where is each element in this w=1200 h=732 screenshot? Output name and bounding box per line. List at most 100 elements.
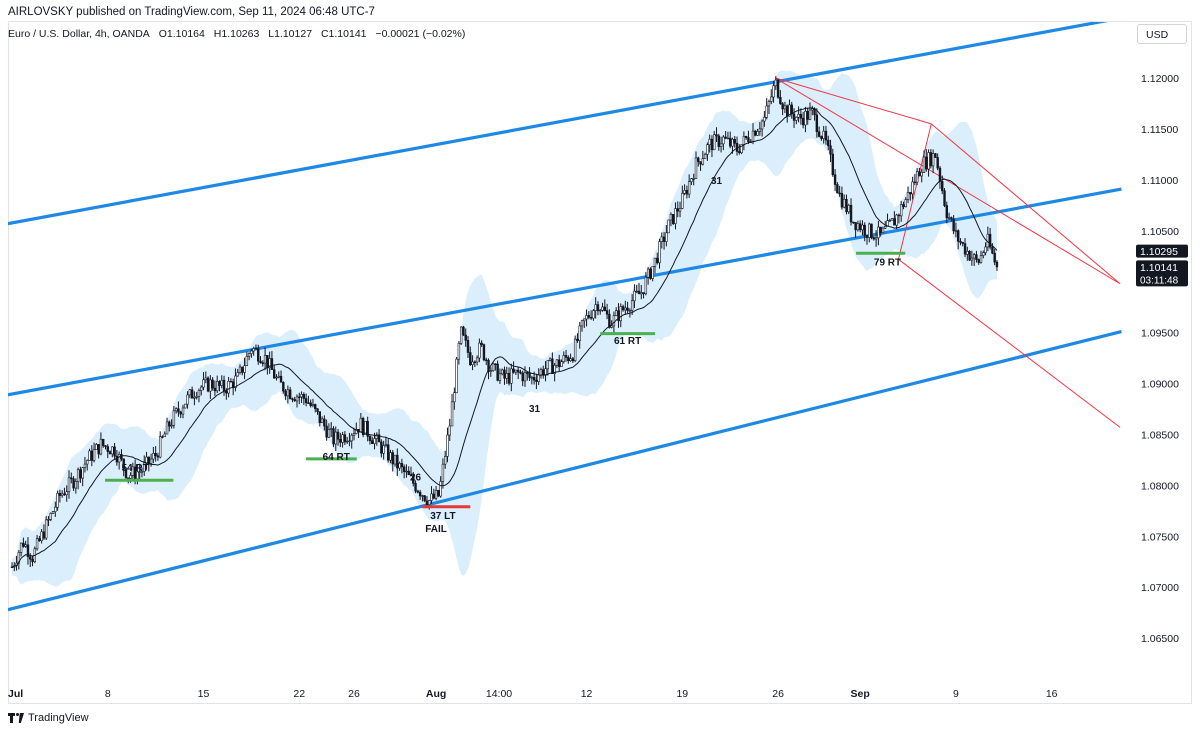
candle-body: [193, 396, 196, 399]
candle-body: [717, 135, 721, 147]
candle-body: [578, 325, 581, 341]
candle-body: [799, 113, 803, 119]
candle-body: [920, 171, 923, 177]
candle-body: [592, 310, 595, 319]
candle-body: [553, 365, 556, 374]
candle-body: [512, 368, 515, 373]
candle-body: [396, 454, 399, 469]
candle-body: [840, 193, 844, 208]
symbol-name[interactable]: Euro / U.S. Dollar, 4h, OANDA: [8, 28, 150, 40]
candle-body: [216, 381, 219, 392]
candle-body: [138, 471, 141, 473]
candle-body: [457, 342, 461, 360]
annotation-label: 64 RT: [323, 452, 350, 463]
candle-body: [956, 230, 960, 242]
candle-body: [65, 491, 68, 496]
candle-body: [350, 434, 353, 442]
candle-body: [617, 310, 620, 322]
candle-body: [754, 130, 757, 136]
x-tick-label: 9: [953, 688, 959, 700]
candle-body: [767, 101, 771, 107]
plot-area: 54 RT 64 RT 26 37 LT FAIL 31 61 RT 31 79 RT: [8, 22, 1122, 612]
candle-body: [252, 348, 255, 352]
candle-body: [343, 434, 347, 443]
candle-body: [560, 361, 563, 367]
candle-body: [651, 265, 654, 279]
candle-body: [678, 208, 682, 212]
candle-body: [801, 117, 805, 126]
currency-button[interactable]: USD: [1137, 24, 1187, 44]
candle-body: [291, 398, 294, 400]
candle-body: [325, 425, 328, 438]
candle-body: [731, 138, 734, 147]
candle-body: [220, 379, 223, 386]
candle-body: [740, 144, 743, 154]
candle-body: [450, 401, 454, 427]
candle-body: [852, 221, 855, 224]
open-value: O1.10164: [158, 28, 205, 40]
candle-body: [471, 361, 474, 365]
candle-body: [521, 372, 524, 382]
y-tick-label: 1.11500: [1141, 124, 1178, 136]
candle-body: [548, 358, 552, 361]
candle-body: [890, 218, 894, 221]
candle-body: [551, 358, 554, 374]
candle-body: [902, 204, 905, 208]
candle-body: [870, 223, 873, 238]
candle-body: [473, 361, 477, 364]
candle-body: [569, 358, 572, 362]
candle-body: [683, 190, 686, 194]
candle-body: [614, 310, 618, 316]
candle-body: [646, 268, 650, 278]
candle-body: [774, 79, 778, 87]
candle-body: [373, 438, 376, 444]
candle-body: [170, 424, 173, 427]
candle-body: [496, 363, 499, 381]
y-tick-label: 1.07500: [1141, 531, 1179, 543]
candle-body: [421, 495, 424, 497]
candle-body: [295, 396, 299, 402]
candle-body: [637, 290, 641, 295]
candle-body: [58, 492, 62, 496]
candle-body: [434, 490, 438, 499]
candle-body: [694, 157, 698, 179]
candle-body: [74, 481, 78, 489]
candle-body: [145, 456, 148, 464]
candle-body: [40, 531, 43, 541]
candle-body: [400, 463, 404, 468]
candle-body: [785, 105, 789, 117]
candle-body: [915, 171, 919, 183]
candle-body: [747, 137, 750, 143]
candle-body: [950, 217, 953, 220]
candle-body: [913, 181, 917, 184]
candle-body: [254, 348, 258, 350]
candle-body: [117, 454, 121, 463]
candle-body: [897, 214, 901, 217]
candle-body: [186, 394, 189, 405]
candle-body: [202, 379, 205, 388]
candle-body: [398, 463, 401, 469]
candle-body: [386, 444, 390, 461]
candle-body: [163, 433, 166, 437]
candle-body: [713, 134, 716, 151]
candle-body: [854, 222, 857, 231]
candle-body: [211, 379, 214, 389]
candle-body: [988, 233, 992, 248]
candle-body: [172, 410, 176, 426]
candle-body: [327, 429, 331, 438]
candle-body: [662, 236, 666, 242]
candle-body: [247, 353, 251, 357]
candle-body: [886, 220, 889, 227]
pitchfork-handle-top: [775, 77, 932, 125]
candle-body: [184, 403, 187, 409]
candle-body: [108, 451, 112, 455]
candle-body: [412, 475, 415, 484]
candle-body: [47, 519, 50, 521]
candle-body: [63, 493, 66, 496]
price-tag-box: [1136, 260, 1188, 287]
candle-body: [371, 440, 374, 444]
candle-body: [895, 214, 898, 226]
volatility-band: [12, 70, 997, 587]
candle-body: [546, 360, 550, 370]
